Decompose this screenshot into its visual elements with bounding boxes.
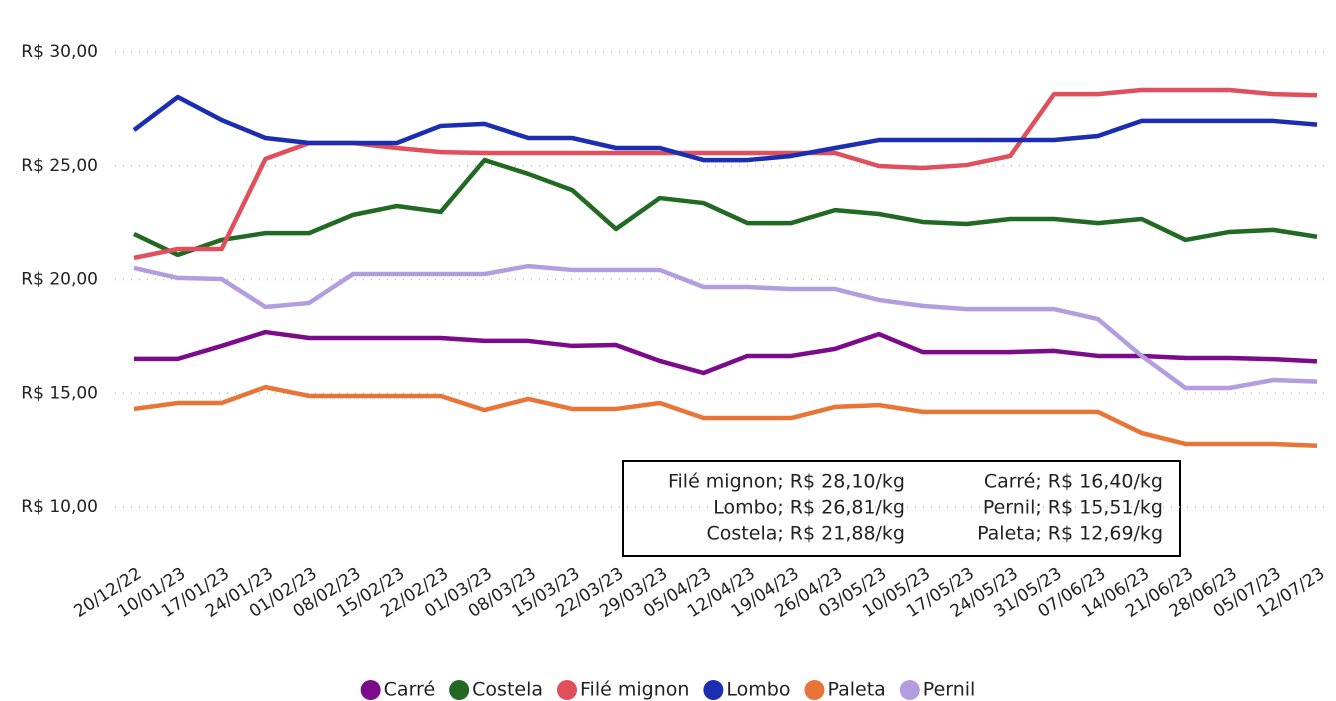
y-tick-label: R$ 30,00 bbox=[21, 42, 98, 62]
annotation-text: Pernil; R$ 15,51/kg bbox=[983, 497, 1163, 519]
legend-marker bbox=[360, 680, 381, 700]
y-tick-label: R$ 25,00 bbox=[21, 156, 98, 176]
y-tick-label: R$ 10,00 bbox=[21, 497, 98, 517]
legend-label: Pernil bbox=[923, 679, 976, 701]
annotation-text: Costela; R$ 21,88/kg bbox=[707, 523, 905, 545]
series-line bbox=[133, 157, 1318, 258]
legend-marker bbox=[449, 680, 470, 700]
annotation-text: Carré; R$ 16,40/kg bbox=[984, 471, 1163, 493]
series-line bbox=[132, 94, 1318, 163]
legend-marker bbox=[804, 680, 825, 700]
series-line bbox=[133, 384, 1318, 449]
legend-label: Lombo bbox=[726, 679, 790, 701]
series-line bbox=[134, 329, 1318, 376]
legend-label: Paleta bbox=[827, 679, 885, 701]
legend-marker bbox=[703, 680, 724, 700]
legend-label: Costela bbox=[472, 679, 543, 701]
legend: Carré Costela Filé mignon Lombo Paleta Pernil bbox=[360, 679, 976, 701]
series-line bbox=[133, 263, 1318, 391]
legend-label: Carré bbox=[384, 679, 435, 701]
annotation-box bbox=[622, 460, 1181, 557]
legend-marker bbox=[557, 680, 578, 700]
annotation-text: Paleta; R$ 12,69/kg bbox=[977, 523, 1163, 545]
annotation-text: Lombo; R$ 26,81/kg bbox=[713, 497, 905, 519]
legend-label: Filé mignon bbox=[580, 679, 689, 701]
legend-marker bbox=[899, 680, 920, 700]
annotation-text: Filé mignon; R$ 28,10/kg bbox=[668, 471, 905, 493]
y-tick-label: R$ 20,00 bbox=[21, 270, 98, 290]
y-tick-label: R$ 15,00 bbox=[21, 383, 98, 403]
